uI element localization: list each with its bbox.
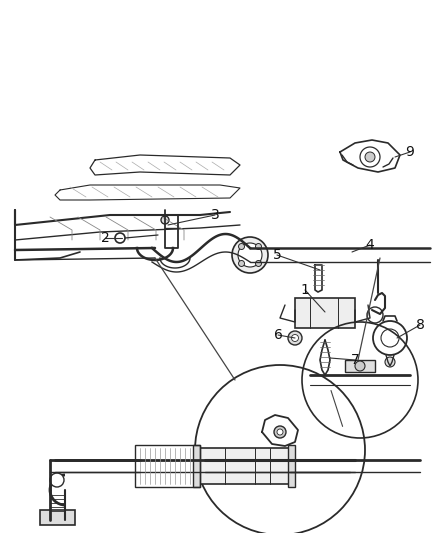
Circle shape — [255, 261, 261, 266]
Circle shape — [355, 361, 365, 371]
Text: 3: 3 — [211, 208, 219, 222]
Text: 7: 7 — [351, 353, 359, 367]
Circle shape — [239, 261, 244, 266]
Circle shape — [161, 216, 169, 224]
Circle shape — [365, 152, 375, 162]
Text: 6: 6 — [274, 328, 283, 342]
Polygon shape — [195, 448, 295, 484]
Circle shape — [255, 244, 261, 249]
Circle shape — [239, 244, 244, 249]
Text: 5: 5 — [272, 248, 281, 262]
Circle shape — [292, 335, 299, 342]
Circle shape — [385, 357, 395, 367]
Text: 8: 8 — [416, 318, 424, 332]
Circle shape — [232, 237, 268, 273]
Circle shape — [367, 307, 383, 323]
Polygon shape — [193, 445, 200, 487]
Circle shape — [277, 429, 283, 435]
Polygon shape — [288, 445, 295, 487]
Polygon shape — [345, 360, 375, 372]
Circle shape — [381, 329, 399, 347]
Polygon shape — [295, 298, 355, 328]
Circle shape — [238, 243, 262, 267]
Polygon shape — [40, 510, 75, 525]
Text: 4: 4 — [366, 238, 374, 252]
Circle shape — [360, 147, 380, 167]
Circle shape — [288, 331, 302, 345]
Circle shape — [274, 426, 286, 438]
Circle shape — [373, 321, 407, 355]
Text: 2: 2 — [101, 231, 110, 245]
Text: 9: 9 — [406, 145, 414, 159]
Circle shape — [115, 233, 125, 243]
Text: 1: 1 — [300, 283, 309, 297]
Circle shape — [50, 473, 64, 487]
